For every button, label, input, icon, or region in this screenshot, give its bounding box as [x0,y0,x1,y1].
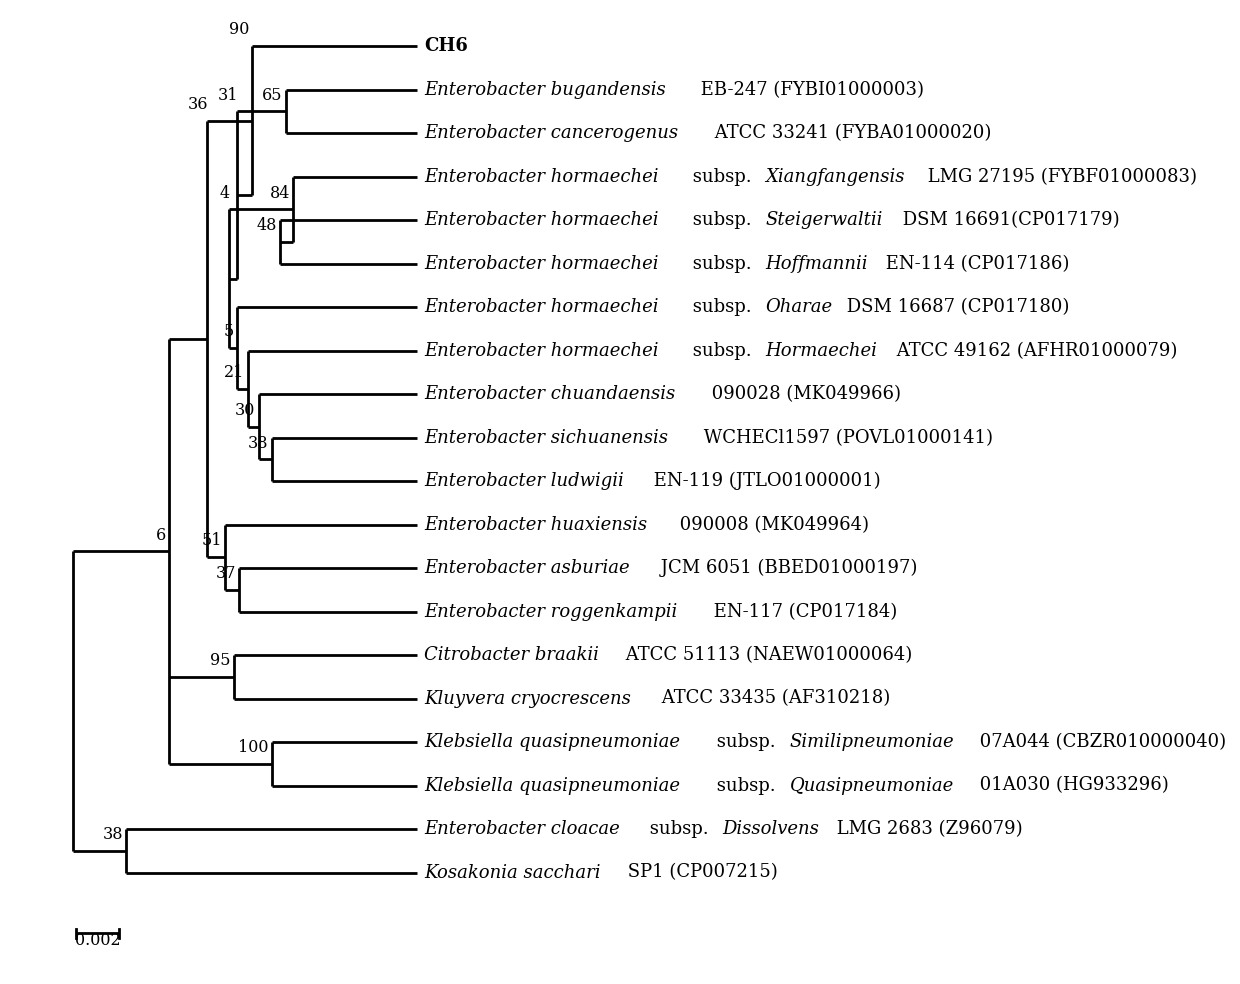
Text: Oharae: Oharae [765,298,833,316]
Text: ATCC 33435 (AF310218): ATCC 33435 (AF310218) [656,690,890,707]
Text: 01A030 (HG933296): 01A030 (HG933296) [973,776,1168,794]
Text: Enterobacter cloacae: Enterobacter cloacae [424,820,620,838]
Text: 38: 38 [248,435,268,452]
Text: CH6: CH6 [424,37,469,55]
Text: Dissolvens: Dissolvens [722,820,820,838]
Text: Kosakonia sacchari: Kosakonia sacchari [424,864,601,882]
Text: Enterobacter bugandensis: Enterobacter bugandensis [424,81,666,98]
Text: subsp.: subsp. [711,733,781,751]
Text: Citrobacter braakii: Citrobacter braakii [424,646,599,664]
Text: 090028 (MK049966): 090028 (MK049966) [706,385,900,403]
Text: EN-114 (CP017186): EN-114 (CP017186) [880,255,1070,273]
Text: Enterobacter hormaechei: Enterobacter hormaechei [424,298,658,316]
Text: ATCC 49162 (AFHR01000079): ATCC 49162 (AFHR01000079) [890,341,1177,360]
Text: LMG 2683 (Z96079): LMG 2683 (Z96079) [831,820,1022,838]
Text: 84: 84 [269,185,290,202]
Text: Enterobacter hormaechei: Enterobacter hormaechei [424,167,658,186]
Text: DSM 16687 (CP017180): DSM 16687 (CP017180) [841,298,1069,316]
Text: Enterobacter ludwigii: Enterobacter ludwigii [424,472,624,490]
Text: Hoffmannii: Hoffmannii [765,255,868,273]
Text: DSM 16691(CP017179): DSM 16691(CP017179) [897,212,1120,229]
Text: 37: 37 [216,565,236,582]
Text: Enterobacter hormaechei: Enterobacter hormaechei [424,341,658,360]
Text: SP1 (CP007215): SP1 (CP007215) [622,864,777,882]
Text: Steigerwaltii: Steigerwaltii [765,212,883,229]
Text: subsp.: subsp. [687,212,758,229]
Text: Enterobacter huaxiensis: Enterobacter huaxiensis [424,516,647,533]
Text: LMG 27195 (FYBF01000083): LMG 27195 (FYBF01000083) [921,167,1197,186]
Text: 07A044 (CBZR010000040): 07A044 (CBZR010000040) [973,733,1226,751]
Text: EN-119 (JTLO01000001): EN-119 (JTLO01000001) [649,472,880,490]
Text: 100: 100 [238,739,268,756]
Text: Enterobacter cancerogenus: Enterobacter cancerogenus [424,124,678,143]
Text: 51: 51 [202,532,222,549]
Text: ATCC 51113 (NAEW01000064): ATCC 51113 (NAEW01000064) [620,646,913,664]
Text: 6: 6 [156,526,166,543]
Text: 90: 90 [228,22,249,38]
Text: 4: 4 [219,185,229,202]
Text: subsp.: subsp. [687,167,758,186]
Text: 38: 38 [103,826,123,843]
Text: Similipneumoniae: Similipneumoniae [790,733,955,751]
Text: WCHECl1597 (POVL01000141): WCHECl1597 (POVL01000141) [698,429,992,447]
Text: Enterobacter roggenkampii: Enterobacter roggenkampii [424,602,678,621]
Text: Klebsiella quasipneumoniae: Klebsiella quasipneumoniae [424,776,681,794]
Text: Enterobacter hormaechei: Enterobacter hormaechei [424,212,658,229]
Text: 36: 36 [187,95,208,113]
Text: EB-247 (FYBI01000003): EB-247 (FYBI01000003) [694,81,924,98]
Text: 5: 5 [223,323,234,340]
Text: Enterobacter sichuanensis: Enterobacter sichuanensis [424,429,668,447]
Text: 65: 65 [262,87,283,103]
Text: Kluyvera cryocrescens: Kluyvera cryocrescens [424,690,631,707]
Text: EN-117 (CP017184): EN-117 (CP017184) [708,602,897,621]
Text: 30: 30 [236,401,255,419]
Text: 95: 95 [211,652,231,669]
Text: Enterobacter chuandaensis: Enterobacter chuandaensis [424,385,676,403]
Text: JCM 6051 (BBED01000197): JCM 6051 (BBED01000197) [655,559,916,578]
Text: subsp.: subsp. [687,298,758,316]
Text: Hormaechei: Hormaechei [765,341,878,360]
Text: Quasipneumoniae: Quasipneumoniae [790,776,954,794]
Text: 21: 21 [224,364,244,381]
Text: 31: 31 [218,87,238,103]
Text: subsp.: subsp. [687,255,758,273]
Text: 0.002: 0.002 [74,932,120,949]
Text: Enterobacter asburiae: Enterobacter asburiae [424,559,630,577]
Text: subsp.: subsp. [687,341,758,360]
Text: 090008 (MK049964): 090008 (MK049964) [675,516,869,533]
Text: subsp.: subsp. [644,820,714,838]
Text: Enterobacter hormaechei: Enterobacter hormaechei [424,255,658,273]
Text: ATCC 33241 (FYBA01000020): ATCC 33241 (FYBA01000020) [709,124,991,143]
Text: Xiangfangensis: Xiangfangensis [765,167,905,186]
Text: subsp.: subsp. [711,776,781,794]
Text: 48: 48 [257,217,277,234]
Text: Klebsiella quasipneumoniae: Klebsiella quasipneumoniae [424,733,681,751]
